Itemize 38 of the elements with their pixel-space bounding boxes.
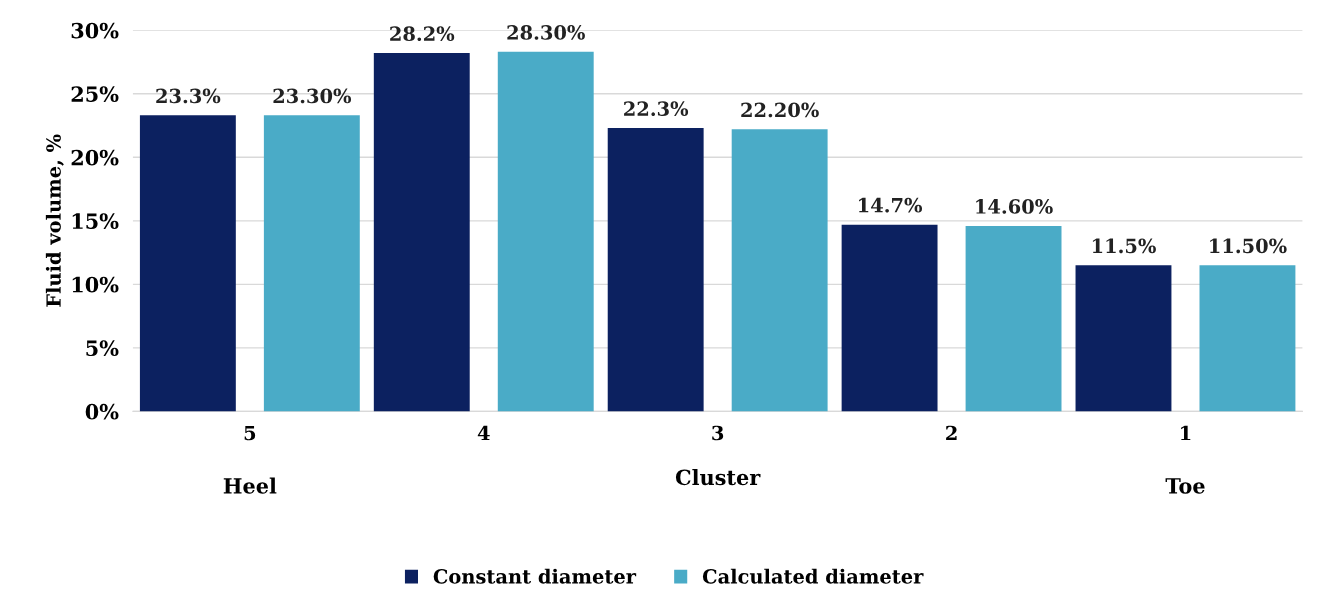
data-label: 28.2%	[390, 26, 455, 42]
data-label: 11.50%	[1210, 238, 1287, 254]
y-tick-label: 0%	[85, 403, 119, 420]
data-label: 11.5%	[1092, 238, 1156, 254]
x-tick-label: 1	[1181, 425, 1191, 441]
text: Heel	[223, 477, 277, 494]
legend-label: Calculated diameter	[702, 568, 924, 584]
y-tick-label: 15%	[72, 213, 119, 230]
x-tick-label: 3	[712, 425, 724, 441]
y-tick-label: 20%	[71, 149, 119, 166]
data-label: 14.7%	[859, 197, 923, 213]
x-tick-label: 5	[244, 425, 256, 441]
legend-label: Constant diameter	[433, 568, 637, 584]
bar	[263, 115, 360, 412]
y-tick-label: 30%	[71, 22, 119, 39]
bar	[373, 53, 470, 412]
x-tick-label: 2	[946, 425, 957, 441]
text: Toe	[1165, 478, 1205, 494]
data-label: 28.30%	[507, 25, 585, 40]
bar	[965, 225, 1062, 412]
x-tick-label: 4	[477, 425, 490, 441]
bar	[1075, 265, 1172, 412]
bar	[1199, 265, 1296, 412]
bar	[607, 128, 704, 412]
data-label: 23.30%	[273, 88, 352, 104]
data-label: 22.3%	[624, 101, 689, 116]
bar	[497, 51, 594, 412]
y-tick-label: 25%	[71, 86, 119, 102]
bar	[139, 115, 236, 412]
y-tick-label: 5%	[86, 340, 119, 357]
data-label: 23.3%	[156, 88, 221, 104]
bar	[731, 129, 828, 412]
data-label: 14.60%	[976, 199, 1053, 214]
x-axis-title: Cluster	[675, 469, 761, 486]
y-tick-label: 10%	[72, 276, 119, 293]
data-label: 22.20%	[741, 102, 819, 118]
bar	[841, 224, 938, 412]
y-axis-title: Fluid volume, %	[45, 134, 64, 307]
